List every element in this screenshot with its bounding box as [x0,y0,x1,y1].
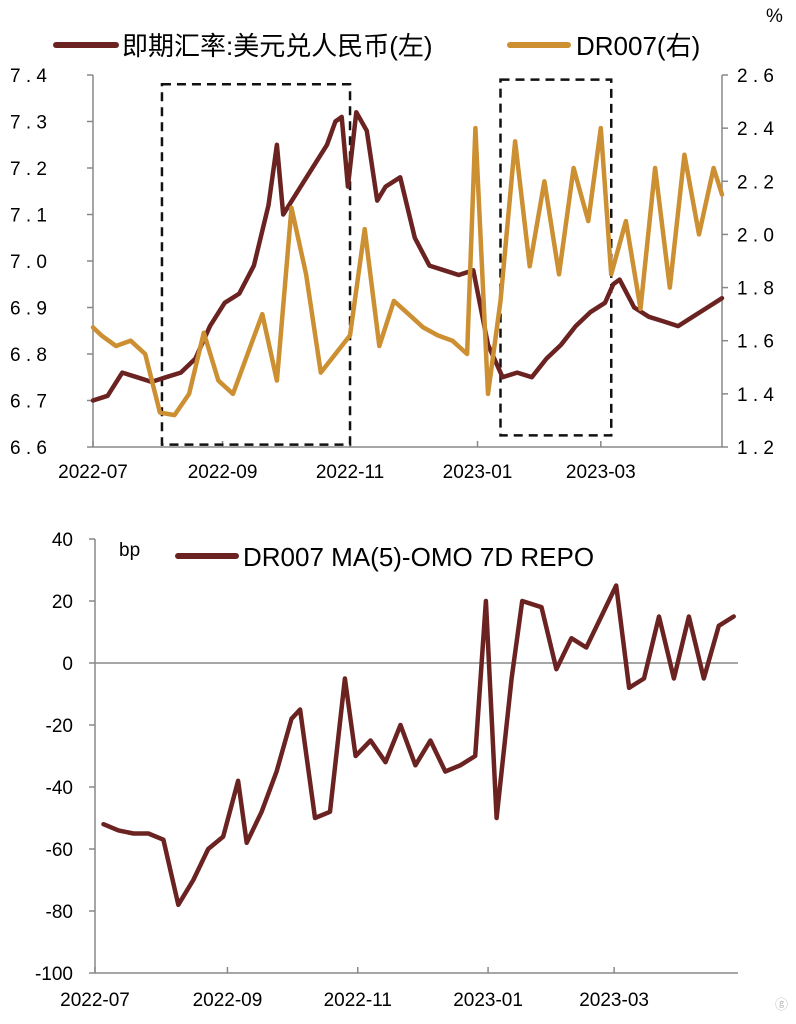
left-tick-label: 7 . 1 [10,206,47,227]
legend-label-dr007: DR007(右) [576,31,700,61]
bottom-y-tick-label: 40 [52,530,73,551]
right-axis-unit: % [766,6,783,27]
series-line-spread [101,583,736,908]
left-axis-unit: bp [119,540,140,561]
bottom-x-tick-label: 2022-09 [193,990,263,1011]
right-tick-label: 2 . 4 [737,119,774,140]
bottom-y-tick-label: 20 [52,592,73,613]
watermark-logo: ⓖ [774,997,788,1012]
x-tick-label: 2022-09 [188,462,258,483]
right-tick-label: 1 . 8 [737,279,774,300]
bottom-y-tick-label: -20 [46,716,73,737]
bottom-x-tick-label: 2023-03 [579,990,649,1011]
bottom-y-tick-label: 0 [62,654,73,675]
bottom-chart: DR007 MA(5)-OMO 7D REPO bp 40 20 0 -20 -40 -6… [35,530,738,1011]
top-ticks: 6 . 6 6 . 7 6 . 8 6 . 9 7 . 0 7 . 1 7 . 2 7 . 3… [10,66,774,483]
bottom-x-tick-label: 2022-07 [60,990,130,1011]
left-tick-label: 6 . 7 [10,392,47,413]
x-tick-label: 2022-11 [316,462,384,483]
series-line-dr007 [90,125,725,418]
left-tick-label: 6 . 6 [10,438,47,459]
bottom-legend: DR007 MA(5)-OMO 7D REPO [175,542,594,572]
right-tick-label: 2 . 2 [737,172,774,193]
legend-label-rate: 即期汇率:美元兑人民币(左) [122,31,433,61]
x-tick-label: 2022-07 [58,462,128,483]
bottom-y-tick-label: -40 [46,778,73,799]
left-tick-label: 6 . 8 [10,345,47,366]
top-legend: 即期汇率:美元兑人民币(左) DR007(右) [53,31,700,61]
bottom-y-tick-label: -60 [46,840,73,861]
left-tick-label: 7 . 3 [10,113,47,134]
right-tick-label: 2 . 6 [737,66,774,87]
right-tick-label: 1 . 4 [737,385,774,406]
x-tick-label: 2023-03 [566,462,636,483]
right-tick-label: 1 . 6 [737,332,774,353]
bottom-y-tick-label: -100 [35,964,73,985]
left-tick-label: 7 . 4 [10,66,47,87]
left-tick-label: 7 . 0 [10,252,47,273]
right-tick-label: 2 . 0 [737,225,774,246]
top-chart: 即期汇率:美元兑人民币(左) DR007(右) % 6 . 66 . 76 . … [10,6,783,483]
top-series [90,109,725,418]
highlight-box [160,83,352,446]
bottom-ticks: 40 20 0 -20 -40 -60 -80 -100 2022-07 2022-09 2022-… [35,530,649,1011]
bottom-x-tick-label: 2023-01 [453,990,523,1011]
x-tick-label: 2023-01 [443,462,513,483]
left-tick-label: 6 . 9 [10,299,47,320]
right-tick-label: 1 . 2 [737,438,774,459]
series-line-usdcny [90,109,725,403]
legend-label-spread: DR007 MA(5)-OMO 7D REPO [243,542,594,572]
bottom-series [101,583,736,908]
bottom-y-tick-label: -80 [46,902,73,923]
bottom-x-tick-label: 2022-11 [324,990,392,1011]
left-tick-label: 7 . 2 [10,159,47,180]
